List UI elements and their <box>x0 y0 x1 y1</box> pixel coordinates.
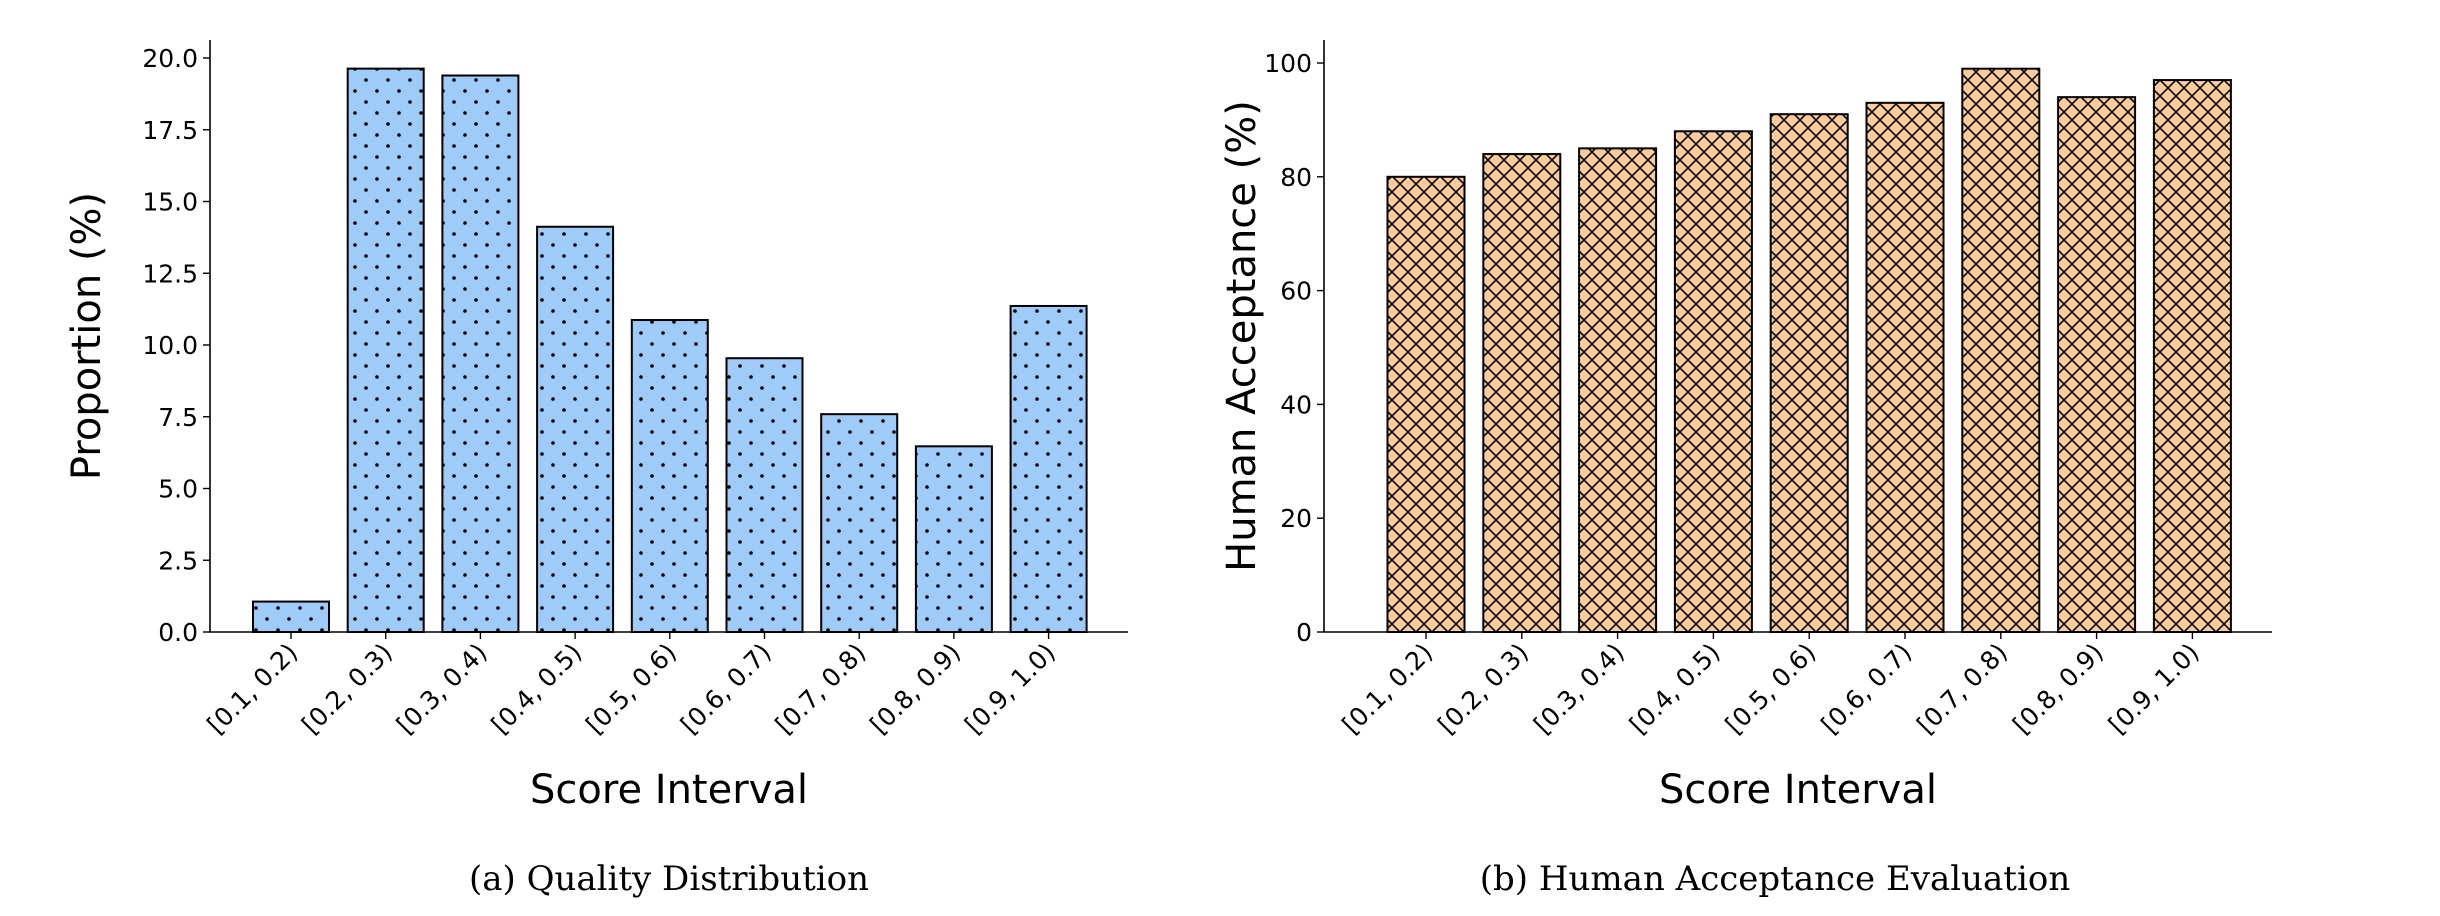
x-tick-label: [0.5, 0.6) <box>1720 638 1822 740</box>
bar <box>1386 175 1466 634</box>
x-tick-label: [0.7, 0.8) <box>1911 638 2013 740</box>
y-tick-label: 5.0 <box>158 475 198 504</box>
bar <box>346 67 425 633</box>
x-tick-label: [0.8, 0.9) <box>864 638 966 740</box>
y-tick-label: 20 <box>1280 504 1312 533</box>
bar <box>630 319 709 633</box>
x-tick-label: [0.2, 0.3) <box>1432 638 1534 740</box>
x-tick-label: [0.3, 0.4) <box>1528 638 1630 740</box>
x-tick-label: [0.5, 0.6) <box>580 638 682 740</box>
bar <box>820 413 899 633</box>
y-tick-label: 7.5 <box>158 403 198 432</box>
y-tick-label: 20.0 <box>142 44 198 73</box>
y-tick-label: 15.0 <box>142 188 198 217</box>
y-tick-label: 2.5 <box>158 546 198 575</box>
y-axis-label: Human Acceptance (%) <box>1219 100 1265 572</box>
y-tick-label: 0.0 <box>158 618 198 647</box>
y-tick-label: 40 <box>1280 390 1312 419</box>
x-axis-label: Score Interval <box>1659 767 1937 813</box>
chart-human-acceptance: 0 20 40 60 80 100 [0.1, 0.2)[0.2, 0.3)[0.3, 0.… <box>1219 40 2272 899</box>
x-axis-label: Score Interval <box>530 767 808 813</box>
bar <box>252 600 330 634</box>
y-tick-label: 60 <box>1280 277 1312 306</box>
bar <box>2152 79 2232 633</box>
y-tick-label: 0 <box>1296 618 1312 647</box>
chart-quality-distribution: 0.0 2.5 5.0 7.5 10.0 12.5 15.0 17.5 20.0 [0.1, 0.… <box>64 40 1128 899</box>
y-tick-label: 17.5 <box>142 116 198 145</box>
figure-caption: (a) Quality Distribution <box>469 859 869 899</box>
figure-caption: (b) Human Acceptance Evaluation <box>1480 859 2070 899</box>
bar <box>1578 147 1658 633</box>
x-tick-label: [0.2, 0.3) <box>296 638 398 740</box>
y-tick-label: 80 <box>1280 163 1312 192</box>
x-tick-label: [0.3, 0.4) <box>391 638 493 740</box>
bar <box>2057 96 2137 633</box>
bar <box>536 225 615 633</box>
bar <box>1009 304 1088 633</box>
y-tick-label: 12.5 <box>142 259 198 288</box>
x-tick-label: [0.6, 0.7) <box>675 638 777 740</box>
bar <box>914 445 993 633</box>
y-tick-label: 10.0 <box>142 331 198 360</box>
bar <box>725 357 804 633</box>
x-tick-label: [0.8, 0.9) <box>2007 638 2109 740</box>
y-axis-label: Proportion (%) <box>64 192 110 480</box>
bar <box>1865 101 1945 633</box>
x-tick-label: [0.1, 0.2) <box>201 638 303 740</box>
bar <box>1961 67 2041 633</box>
y-tick-label: 100 <box>1264 49 1312 78</box>
bar <box>1673 130 1753 633</box>
x-tick-label: [0.7, 0.8) <box>770 638 872 740</box>
x-tick-label: [0.9, 1.0) <box>959 638 1061 740</box>
bar <box>1769 113 1849 633</box>
bar <box>441 74 520 633</box>
x-tick-label: [0.4, 0.5) <box>486 638 588 740</box>
bar <box>1482 153 1562 633</box>
x-tick-label: [0.6, 0.7) <box>1815 638 1917 740</box>
x-tick-label: [0.4, 0.5) <box>1624 638 1726 740</box>
x-tick-label: [0.9, 1.0) <box>2103 638 2205 740</box>
x-tick-label: [0.1, 0.2) <box>1336 638 1438 740</box>
